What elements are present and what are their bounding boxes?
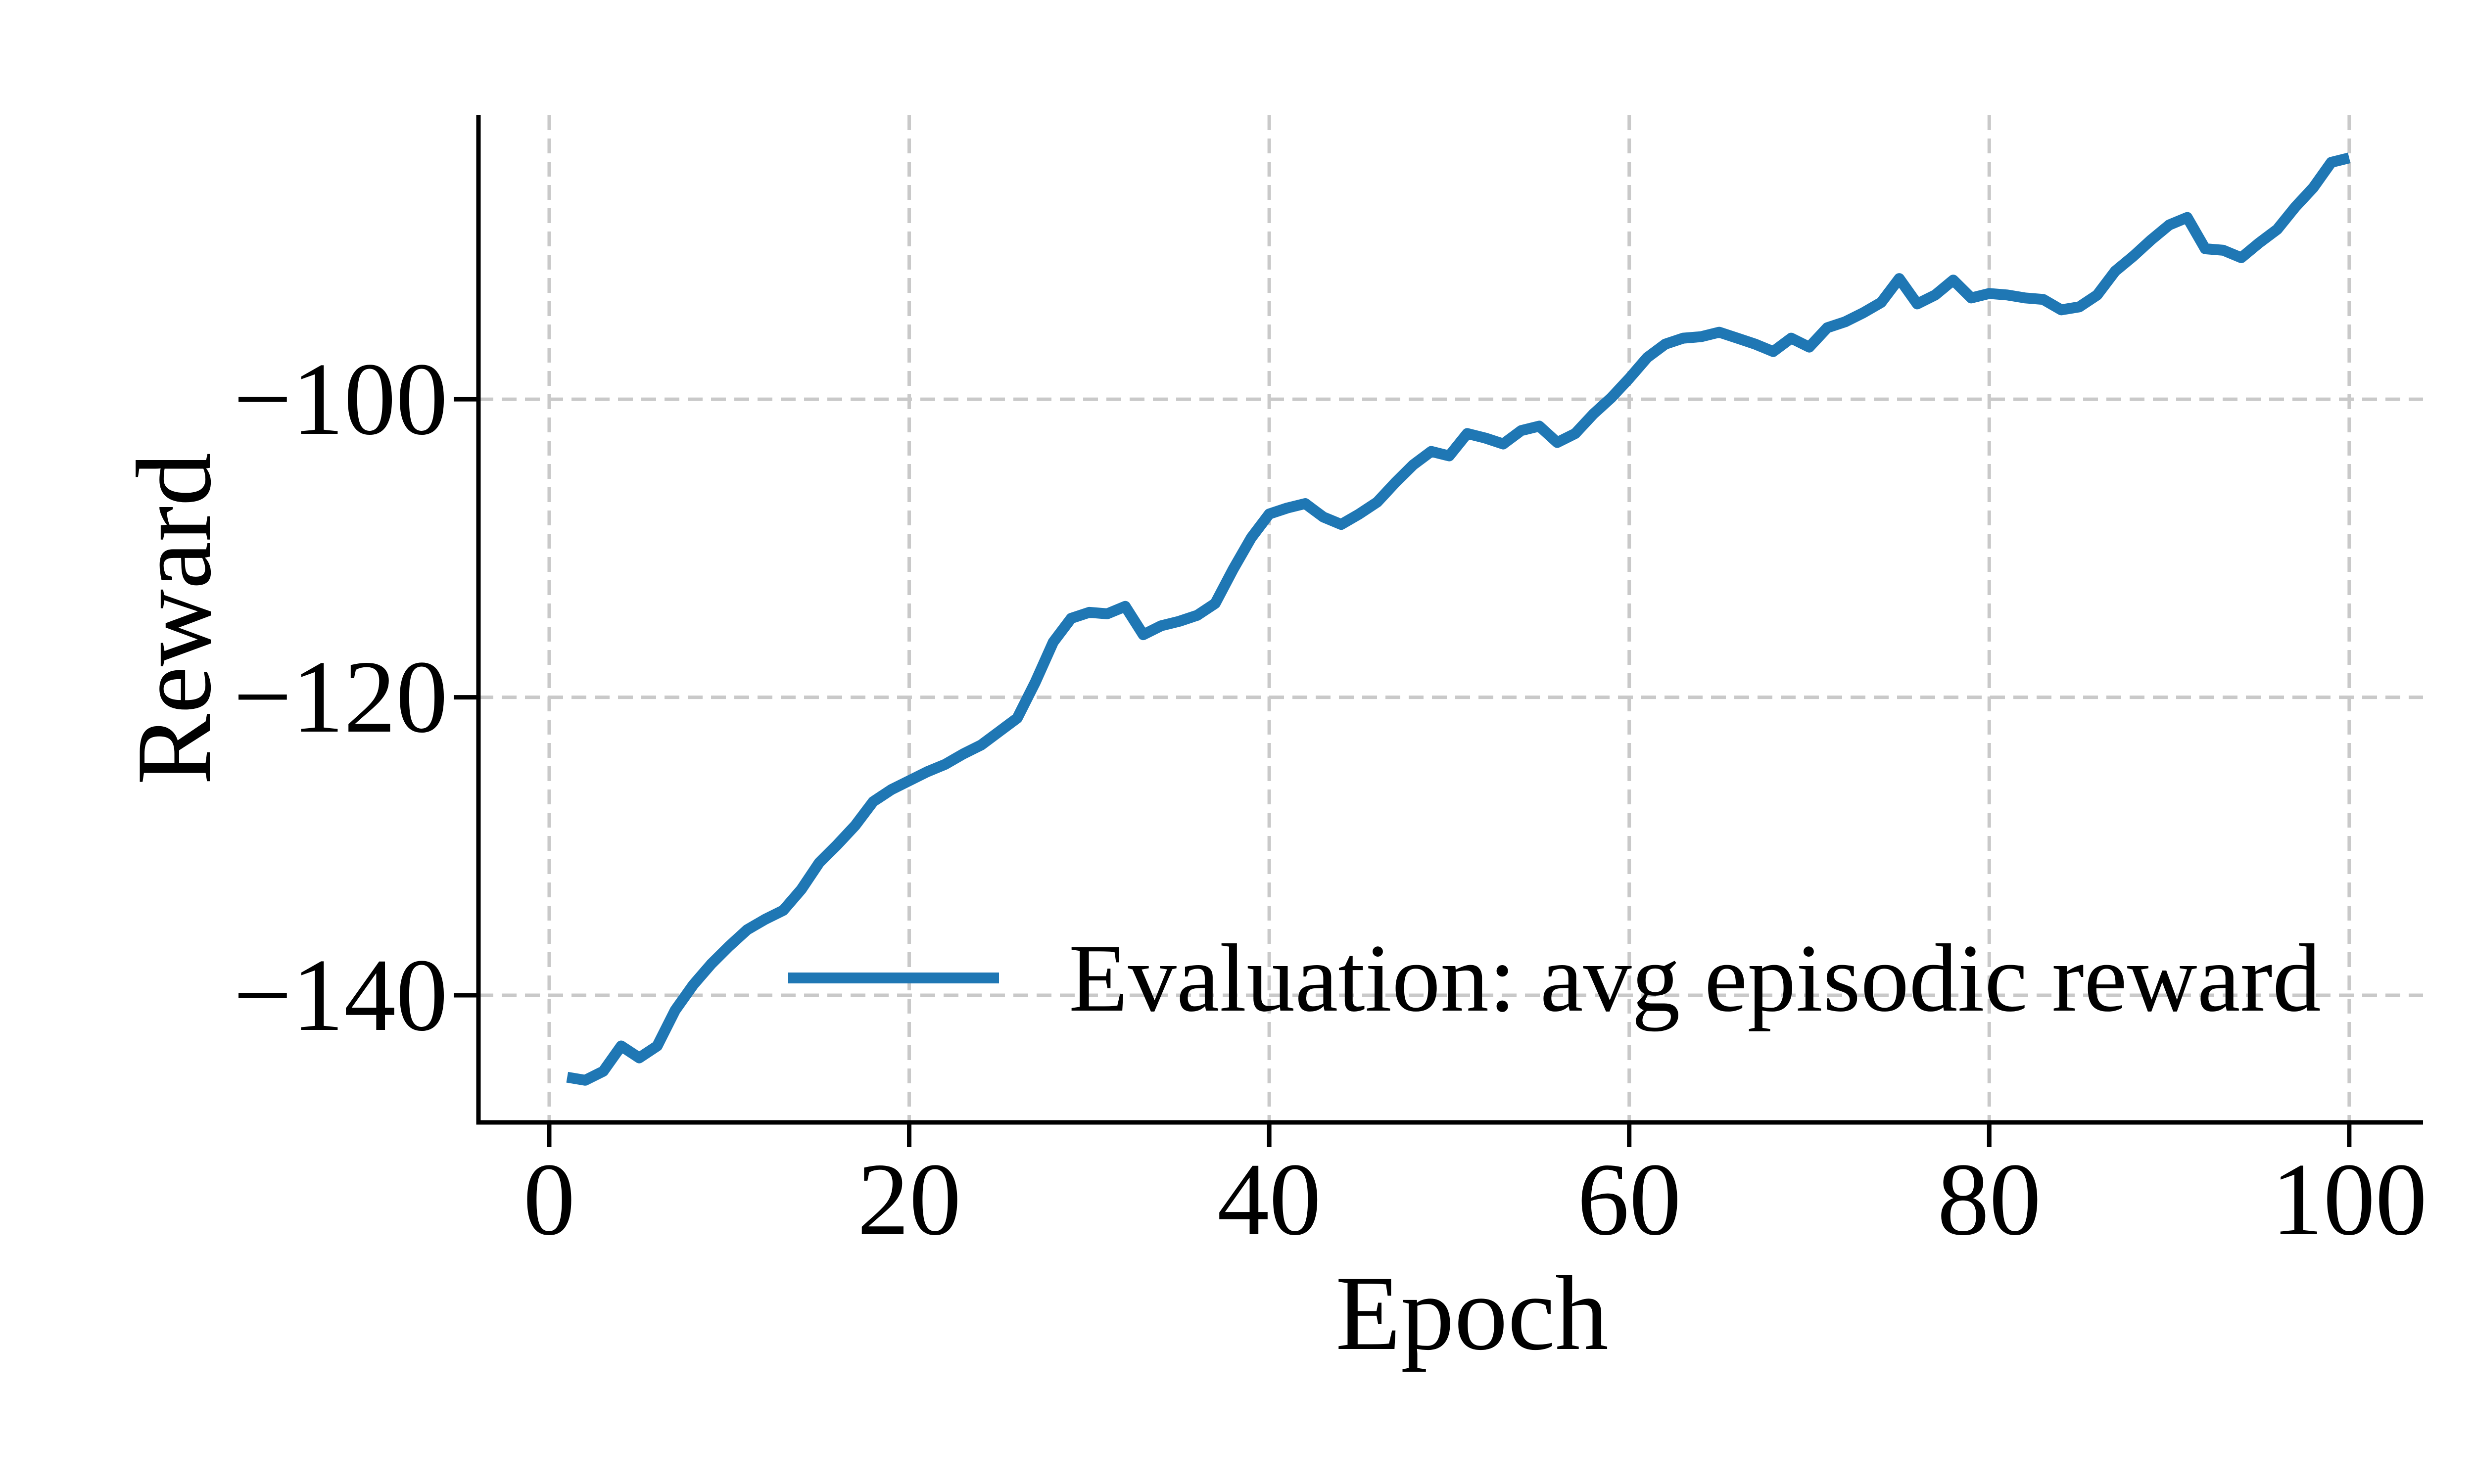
reward-line [566, 152, 2351, 1086]
x-tick-label: 100 [2271, 1142, 2427, 1257]
legend-label: Evaluation: avg episodic reward [1069, 924, 2321, 1032]
x-tick-label: 60 [1577, 1142, 1681, 1257]
y-tick-label: −100 [233, 341, 448, 457]
gridlines [478, 115, 2423, 1122]
x-tick-label: 80 [1937, 1142, 2042, 1257]
axes-spines [476, 115, 2423, 1125]
tick-marks [454, 397, 2352, 1147]
data-series [566, 152, 2351, 1086]
x-tick-label: 0 [523, 1142, 575, 1257]
y-tick-label: −120 [233, 640, 448, 755]
x-axis-label: Epoch [1335, 1254, 1609, 1372]
x-tick-label: 40 [1217, 1142, 1322, 1257]
x-tick-label: 20 [857, 1142, 961, 1257]
y-tick-label: −140 [233, 937, 448, 1053]
